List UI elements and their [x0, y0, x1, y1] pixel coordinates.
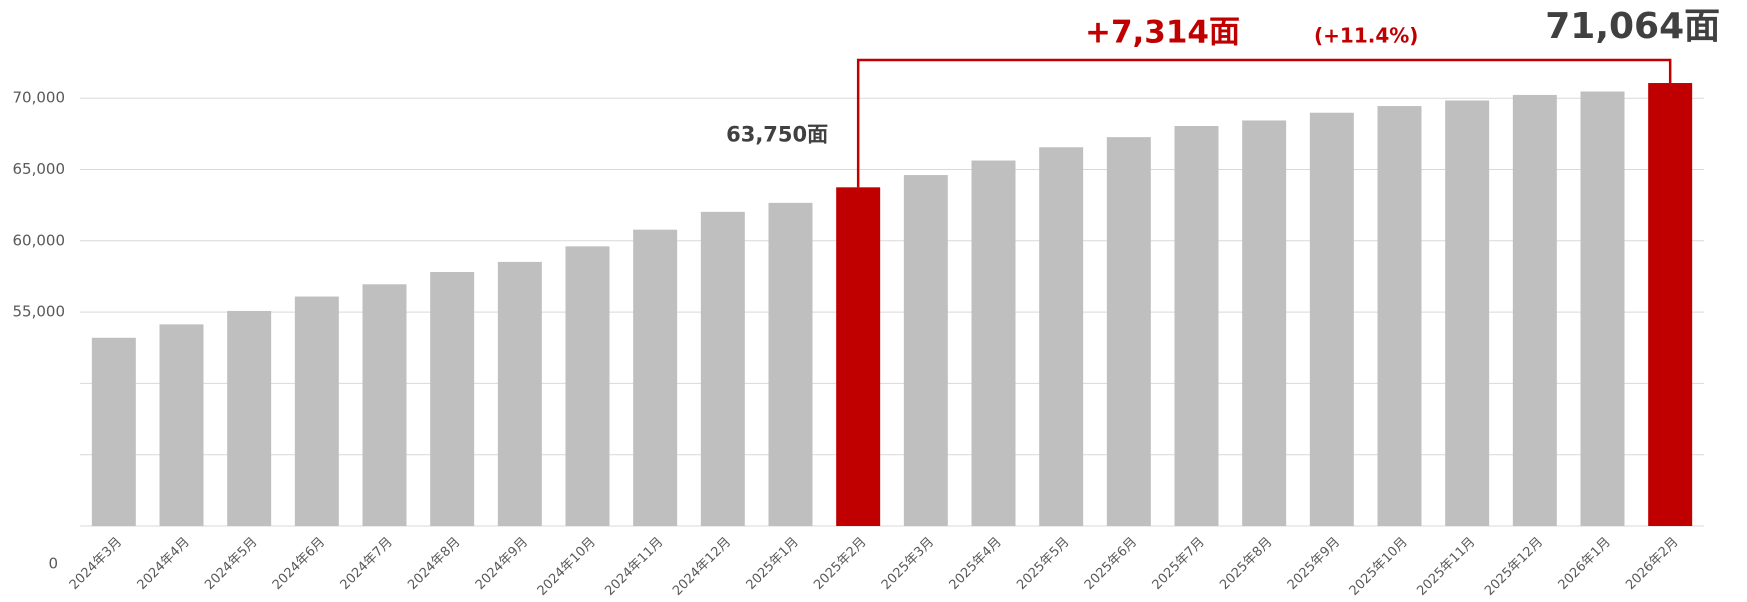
x-tick-label: 2026年2月: [1623, 535, 1681, 593]
annotation-percent: (+11.4%): [1314, 24, 1418, 48]
x-tick-label: 2024年5月: [202, 535, 260, 593]
y-tick-label: 55,000: [13, 303, 66, 321]
x-tick-label: 2024年3月: [67, 535, 125, 593]
bar: [1377, 106, 1422, 526]
x-tick-label: 2025年12月: [1482, 535, 1546, 599]
bar: [1648, 83, 1693, 527]
x-tick-label: 2025年6月: [1082, 535, 1140, 593]
bar: [1039, 147, 1084, 526]
x-tick-label: 2024年11月: [602, 535, 666, 599]
bar: [294, 296, 339, 526]
bar: [768, 202, 813, 526]
bar: [633, 229, 678, 527]
annotation-text: +7,314面: [1085, 15, 1240, 51]
y-tick-label: 65,000: [13, 160, 66, 178]
x-tick-label: 2024年9月: [473, 535, 531, 593]
bar: [1445, 100, 1490, 526]
bar: [700, 211, 745, 526]
bar: [971, 160, 1016, 526]
bar: [91, 337, 136, 526]
bar: [227, 310, 272, 526]
bar: [565, 246, 610, 527]
annotation: +7,314面 (+11.4%): [1085, 15, 1418, 51]
x-tick-label: 2026年1月: [1556, 535, 1614, 593]
x-tick-label: 2025年3月: [879, 535, 937, 593]
x-tick-label: 2024年10月: [535, 535, 599, 599]
x-tick-label: 2025年11月: [1414, 535, 1478, 599]
y-tick-label: 70,000: [13, 89, 66, 107]
bar: [903, 175, 948, 526]
x-tick-label: 2025年8月: [1217, 535, 1275, 593]
x-tick-label: 2024年12月: [670, 535, 734, 599]
x-tick-label: 2025年5月: [1014, 535, 1072, 593]
x-tick-label: 2024年7月: [338, 535, 396, 593]
bar: [1106, 137, 1151, 526]
data-label: 71,064面: [1545, 6, 1720, 47]
data-label: 63,750面: [726, 122, 828, 146]
y-tick-label: 60,000: [13, 231, 66, 249]
x-tick-label: 2025年7月: [1150, 535, 1208, 593]
x-tick-label: 2025年10月: [1347, 535, 1411, 599]
y-tick-label: 0: [48, 555, 58, 573]
bar: [1512, 94, 1557, 526]
bar: [362, 284, 407, 526]
bar: [497, 261, 542, 526]
bar: [430, 272, 475, 526]
x-tick-label: 2024年4月: [135, 535, 193, 593]
x-tick-label: 2025年2月: [811, 535, 869, 593]
bar: [1174, 126, 1219, 526]
bar: [1309, 112, 1354, 526]
bar: [1580, 91, 1625, 526]
x-tick-label: 2025年9月: [1285, 535, 1343, 593]
x-tick-label: 2024年6月: [270, 535, 328, 593]
x-tick-label: 2025年1月: [744, 535, 802, 593]
bar: [836, 187, 881, 526]
x-tick-label: 2024年8月: [405, 535, 463, 593]
bar: [1242, 120, 1287, 526]
bracket: [856, 58, 1672, 188]
bar: [159, 324, 204, 526]
x-tick-label: 2025年4月: [947, 535, 1005, 593]
